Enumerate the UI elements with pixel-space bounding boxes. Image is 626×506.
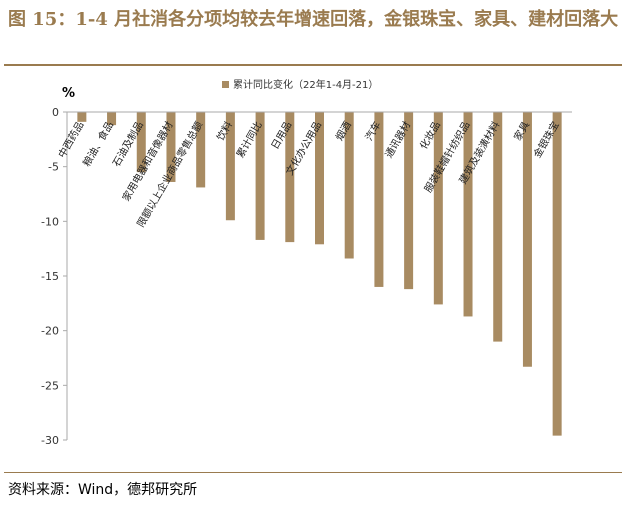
bar [166, 112, 176, 182]
bar [255, 112, 265, 240]
bar-chart: 累计同比变化（22年1-4月-21） % 0-5-10-15-20-25-30 … [41, 78, 572, 447]
bar [493, 112, 503, 342]
y-tick-label: -20 [41, 325, 59, 338]
bar [463, 112, 473, 317]
y-tick-label: 0 [52, 106, 59, 119]
y-axis: 0 -5 -10 -15 -20 -25 -30 [41, 106, 68, 447]
y-tick-label: -5 [48, 161, 59, 174]
source-note: 资料来源：Wind，德邦研究所 [8, 482, 198, 498]
bar [374, 112, 384, 287]
bar [433, 112, 443, 305]
bar [344, 112, 354, 259]
chart-title: 图 15：1-4 月社消各分项均较去年增速回落，金银珠宝、家具、建材回落大 [8, 9, 619, 30]
legend-swatch [222, 81, 229, 88]
y-tick-label: -25 [41, 379, 59, 392]
bar [225, 112, 235, 221]
bar [552, 112, 562, 436]
title-divider [4, 64, 622, 66]
bar-series [77, 112, 562, 436]
category-label: 中西药品 [55, 119, 86, 160]
bar [136, 112, 146, 173]
y-tick-label: -15 [41, 270, 59, 283]
bar [404, 112, 414, 290]
y-axis-unit: % [62, 86, 75, 101]
y-tick-label: -10 [41, 215, 59, 228]
bar [522, 112, 532, 367]
bar [285, 112, 295, 243]
y-tick-label: -30 [41, 434, 59, 447]
bar [77, 112, 87, 122]
bar [107, 112, 117, 126]
footer-divider [4, 472, 622, 473]
chart-legend: 累计同比变化（22年1-4月-21） [222, 78, 378, 91]
bar [315, 112, 324, 245]
legend-label: 累计同比变化（22年1-4月-21） [233, 78, 378, 91]
bar [196, 112, 206, 188]
